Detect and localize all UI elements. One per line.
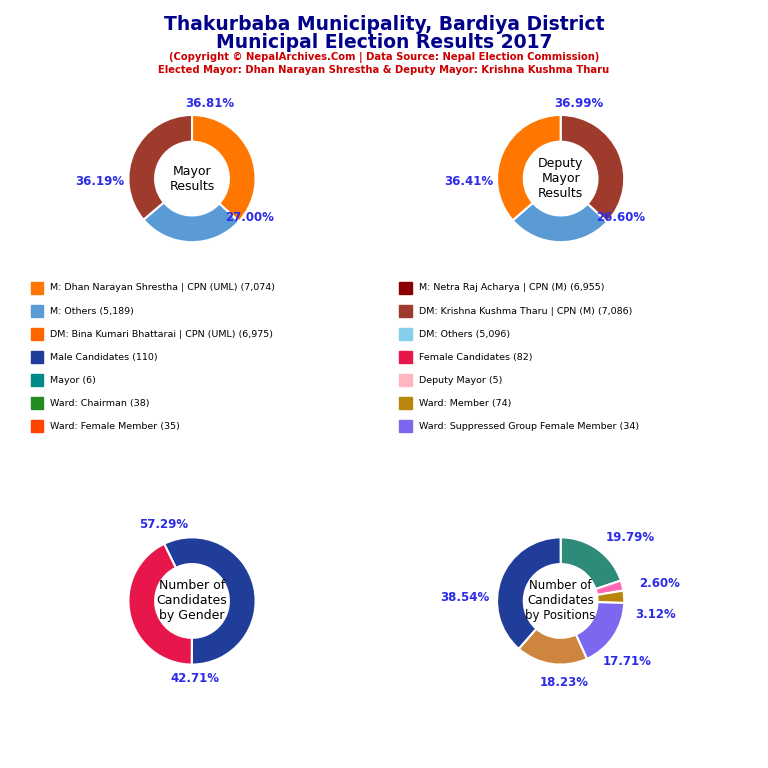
Wedge shape	[128, 115, 192, 220]
Text: Deputy Mayor (5): Deputy Mayor (5)	[419, 376, 502, 385]
Text: Male Candidates (110): Male Candidates (110)	[50, 353, 157, 362]
Text: (Copyright © NepalArchives.Com | Data Source: Nepal Election Commission): (Copyright © NepalArchives.Com | Data So…	[169, 52, 599, 63]
Text: Elected Mayor: Dhan Narayan Shrestha & Deputy Mayor: Krishna Kushma Tharu: Elected Mayor: Dhan Narayan Shrestha & D…	[158, 65, 610, 75]
Wedge shape	[192, 115, 256, 221]
Text: 18.23%: 18.23%	[539, 676, 588, 689]
Text: 19.79%: 19.79%	[606, 531, 655, 544]
Text: DM: Bina Kumari Bhattarai | CPN (UML) (6,975): DM: Bina Kumari Bhattarai | CPN (UML) (6…	[50, 329, 273, 339]
Text: 2.60%: 2.60%	[639, 577, 680, 590]
Wedge shape	[128, 544, 192, 664]
Text: Female Candidates (82): Female Candidates (82)	[419, 353, 532, 362]
Wedge shape	[497, 538, 561, 649]
Text: M: Netra Raj Acharya | CPN (M) (6,955): M: Netra Raj Acharya | CPN (M) (6,955)	[419, 283, 604, 293]
Text: 36.19%: 36.19%	[75, 175, 124, 188]
Text: Municipal Election Results 2017: Municipal Election Results 2017	[216, 33, 552, 52]
Text: M: Dhan Narayan Shrestha | CPN (UML) (7,074): M: Dhan Narayan Shrestha | CPN (UML) (7,…	[50, 283, 275, 293]
Text: 36.41%: 36.41%	[444, 175, 493, 188]
Text: 36.99%: 36.99%	[554, 97, 603, 110]
Text: 36.81%: 36.81%	[185, 97, 234, 110]
Text: Number of
Candidates
by Gender: Number of Candidates by Gender	[157, 580, 227, 622]
Text: 17.71%: 17.71%	[603, 655, 652, 668]
Text: Ward: Member (74): Ward: Member (74)	[419, 399, 511, 408]
Text: 38.54%: 38.54%	[441, 591, 490, 604]
Text: Mayor
Results: Mayor Results	[170, 164, 214, 193]
Wedge shape	[518, 629, 587, 664]
Wedge shape	[513, 203, 607, 242]
Wedge shape	[164, 538, 256, 664]
Text: Deputy
Mayor
Results: Deputy Mayor Results	[538, 157, 584, 200]
Text: DM: Others (5,096): DM: Others (5,096)	[419, 329, 510, 339]
Text: Ward: Suppressed Group Female Member (34): Ward: Suppressed Group Female Member (34…	[419, 422, 639, 431]
Wedge shape	[576, 602, 624, 659]
Text: 42.71%: 42.71%	[170, 672, 220, 685]
Text: 3.12%: 3.12%	[636, 608, 677, 621]
Text: Ward: Female Member (35): Ward: Female Member (35)	[50, 422, 180, 431]
Text: 26.60%: 26.60%	[597, 211, 646, 224]
Wedge shape	[561, 538, 621, 589]
Wedge shape	[497, 115, 561, 220]
Text: 57.29%: 57.29%	[139, 518, 188, 531]
Text: DM: Krishna Kushma Tharu | CPN (M) (7,086): DM: Krishna Kushma Tharu | CPN (M) (7,08…	[419, 306, 632, 316]
Text: Number of
Candidates
by Positions: Number of Candidates by Positions	[525, 580, 596, 622]
Text: Ward: Chairman (38): Ward: Chairman (38)	[50, 399, 150, 408]
Wedge shape	[597, 591, 624, 603]
Text: Thakurbaba Municipality, Bardiya District: Thakurbaba Municipality, Bardiya Distric…	[164, 15, 604, 35]
Text: Mayor (6): Mayor (6)	[50, 376, 96, 385]
Text: 27.00%: 27.00%	[225, 211, 273, 224]
Wedge shape	[144, 203, 239, 242]
Text: M: Others (5,189): M: Others (5,189)	[50, 306, 134, 316]
Wedge shape	[561, 115, 624, 222]
Wedge shape	[595, 581, 624, 595]
